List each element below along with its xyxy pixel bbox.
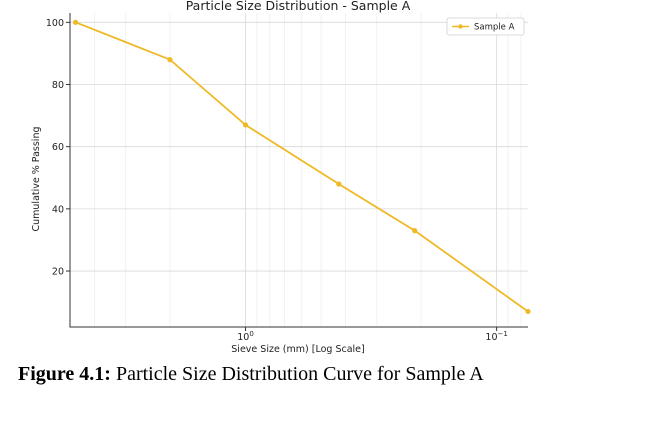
figure-caption: Figure 4.1: Particle Size Distribution C… bbox=[18, 363, 484, 386]
y-tick-label: 20 bbox=[52, 267, 64, 278]
series-line bbox=[75, 21, 529, 313]
data-point bbox=[525, 308, 531, 315]
chart-grid bbox=[70, 13, 528, 327]
chart-ticks: 100 10−1 100 80 60 40 20 bbox=[46, 18, 508, 343]
chart-legend: Sample A bbox=[446, 17, 525, 36]
chart: Particle Size Distribution - Sample A 10… bbox=[31, 0, 531, 355]
figure-caption-prefix: Figure 4.1: bbox=[18, 363, 111, 385]
data-point bbox=[336, 181, 342, 187]
chart-series bbox=[72, 19, 531, 315]
y-tick-label: 100 bbox=[46, 18, 64, 29]
chart-title: Particle Size Distribution - Sample A bbox=[186, 0, 411, 13]
x-tick-label: 10−1 bbox=[485, 330, 507, 343]
x-axis-label: Sieve Size (mm) [Log Scale] bbox=[231, 344, 364, 355]
data-point bbox=[412, 228, 418, 234]
data-point bbox=[242, 122, 249, 128]
axis-spines bbox=[69, 13, 528, 328]
legend-label: Sample A bbox=[474, 23, 515, 33]
chart-axes bbox=[69, 13, 528, 328]
y-tick-label: 80 bbox=[52, 80, 64, 91]
legend-marker bbox=[458, 24, 463, 29]
y-axis-label: Cumulative % Passing bbox=[31, 126, 42, 231]
data-point bbox=[72, 19, 79, 25]
data-point bbox=[167, 57, 173, 63]
y-tick-label: 60 bbox=[52, 142, 64, 153]
x-tick-label: 100 bbox=[237, 330, 254, 343]
legend-box bbox=[446, 17, 525, 36]
figure-caption-text: Particle Size Distribution Curve for Sam… bbox=[110, 363, 484, 385]
y-tick-label: 40 bbox=[52, 204, 64, 215]
